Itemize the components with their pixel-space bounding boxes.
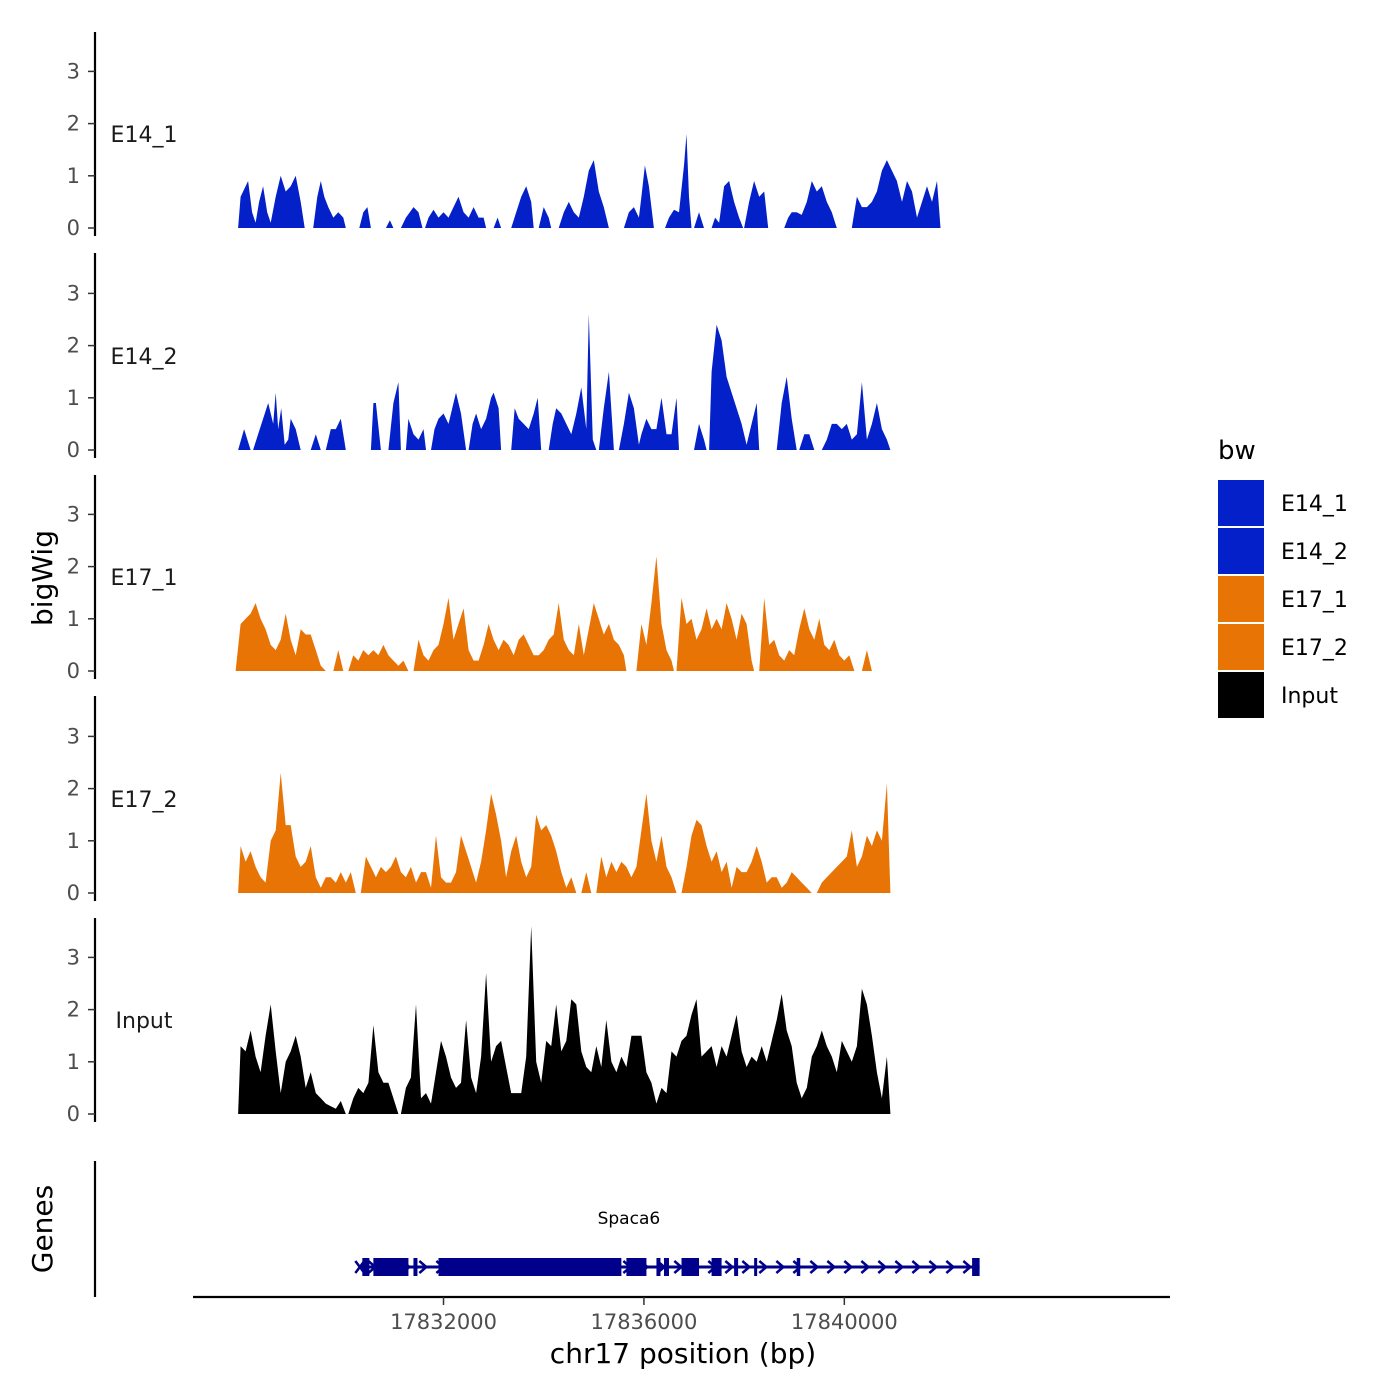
legend: bw E14_1 E14_2 E17_1 E17_2 Input (1218, 436, 1348, 718)
legend-title: bw (1218, 436, 1256, 466)
strand-arrow (724, 1260, 735, 1274)
track-E17_1: 0 1 2 3 E17_1 (67, 475, 872, 683)
legend-swatch-E17_2 (1218, 624, 1264, 670)
x-tick-label: 17832000 (390, 1310, 497, 1334)
track-E14_1: 0 1 2 3 E14_1 (67, 32, 941, 240)
y-tick-label: 2 (67, 334, 80, 358)
exon (413, 1258, 418, 1276)
signal-area-E17_1 (235, 556, 872, 671)
exon (972, 1258, 980, 1276)
exon (656, 1258, 661, 1276)
exon (734, 1258, 739, 1276)
signal-area-E14_1 (238, 134, 941, 228)
y-tick-label: 3 (67, 724, 80, 748)
strand-arrow (928, 1260, 939, 1274)
track-label: E17_2 (111, 788, 178, 813)
x-tick-label: 17836000 (590, 1310, 697, 1334)
legend-swatch-E14_1 (1218, 480, 1264, 526)
track-label: Input (116, 1009, 173, 1034)
y-tick-label: 2 (67, 555, 80, 579)
legend-label-E17_1: E17_1 (1281, 588, 1348, 613)
signal-area-E14_2 (238, 314, 891, 450)
strand-arrow (418, 1260, 429, 1274)
y-tick-label: 3 (67, 59, 80, 83)
signal-area-E17_2 (238, 772, 891, 893)
legend-swatch-Input (1218, 672, 1264, 718)
strand-arrow (826, 1260, 837, 1274)
y-tick-label: 0 (67, 881, 80, 905)
y-tick-label: 0 (67, 438, 80, 462)
track-Input: 0 1 2 3 Input (67, 918, 891, 1126)
legend-label-E14_2: E14_2 (1281, 540, 1348, 565)
strand-arrow (877, 1260, 888, 1274)
strand-arrow (758, 1260, 769, 1274)
exon (681, 1258, 700, 1276)
track-label: E14_2 (111, 345, 178, 370)
exon (754, 1258, 758, 1276)
exon (626, 1258, 647, 1276)
y-tick-label: 1 (67, 829, 80, 853)
legend-label-E14_1: E14_1 (1281, 492, 1348, 517)
strand-arrow (860, 1260, 871, 1274)
y-tick-label: 1 (67, 164, 80, 188)
genes-axis-title: Genes (26, 1185, 59, 1273)
track-label: E17_1 (111, 566, 178, 591)
track-E14_2: 0 1 2 3 E14_2 (67, 253, 891, 462)
y-tick-label: 3 (67, 502, 80, 526)
track-E17_2: 0 1 2 3 E17_2 (67, 696, 891, 905)
strand-arrow (843, 1260, 854, 1274)
y-axis-title: bigWig (26, 530, 59, 626)
signal-tracks: 0 1 2 3 E14_1 0 1 2 3 E14_2 0 1 2 3 E17_1 0 1 2 3 E17_2 0 1 2 3… (67, 32, 941, 1126)
exon (438, 1258, 622, 1276)
strand-arrow (894, 1260, 905, 1274)
y-tick-label: 0 (67, 659, 80, 683)
y-tick-label: 2 (67, 998, 80, 1022)
strand-arrow (809, 1260, 820, 1274)
y-tick-label: 0 (67, 216, 80, 240)
y-tick-label: 2 (67, 112, 80, 136)
exon (711, 1258, 722, 1276)
strand-arrow (911, 1260, 922, 1274)
y-tick-label: 3 (67, 281, 80, 305)
strand-arrow (945, 1260, 956, 1274)
x-tick-label: 17840000 (791, 1310, 898, 1334)
strand-arrow (775, 1260, 786, 1274)
strand-arrow (673, 1260, 684, 1274)
legend-swatch-E14_2 (1218, 528, 1264, 574)
y-tick-label: 0 (67, 1102, 80, 1126)
y-tick-label: 1 (67, 386, 80, 410)
y-tick-label: 2 (67, 777, 80, 801)
y-tick-label: 1 (67, 607, 80, 631)
legend-swatch-E17_1 (1218, 576, 1264, 622)
exon (796, 1258, 801, 1276)
exon (373, 1258, 409, 1276)
strand-arrow (741, 1260, 752, 1274)
x-axis: 17832000 17836000 17840000 (193, 1295, 1170, 1334)
gene-Spaca6: Spaca6 (354, 1209, 980, 1276)
x-axis-title: chr17 position (bp) (550, 1337, 816, 1370)
gene-name-label: Spaca6 (598, 1209, 661, 1229)
signal-area-Input (238, 926, 891, 1114)
exon (663, 1258, 669, 1276)
gene-annotation-panel: Spaca6 (93, 1161, 980, 1297)
y-tick-label: 3 (67, 945, 80, 969)
strand-arrow (792, 1260, 803, 1274)
legend-label-E17_2: E17_2 (1281, 636, 1348, 661)
track-label: E14_1 (111, 123, 178, 148)
exon (362, 1258, 370, 1276)
legend-label-Input: Input (1281, 684, 1338, 709)
y-tick-label: 1 (67, 1050, 80, 1074)
strand-arrow (962, 1260, 973, 1274)
